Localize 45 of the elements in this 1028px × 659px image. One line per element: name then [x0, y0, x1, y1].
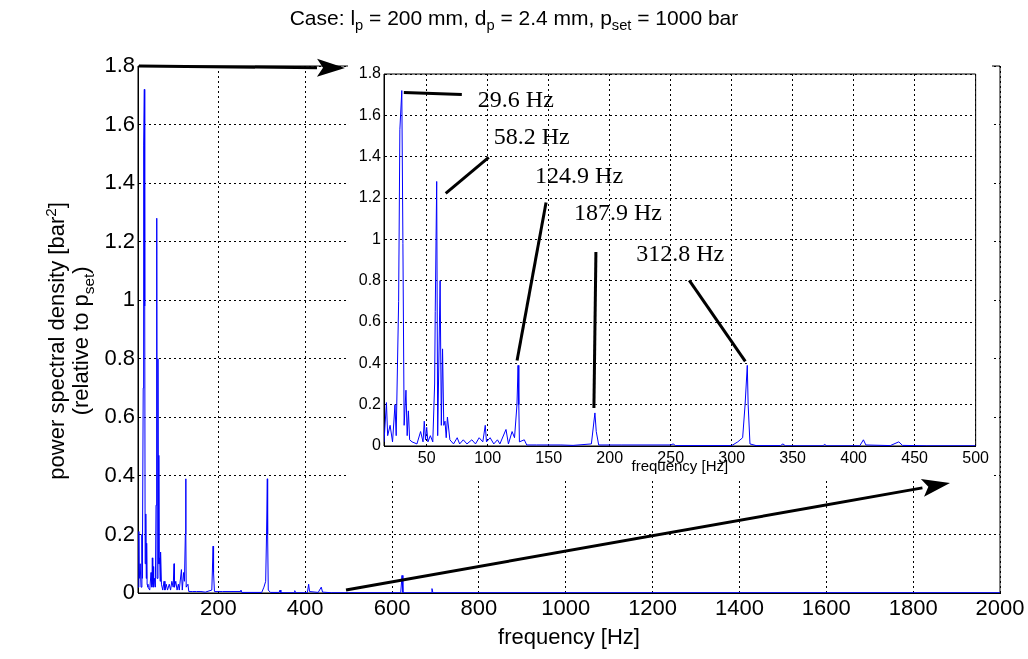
- x-tick-label: 2000: [975, 595, 1025, 621]
- x-tick-label: 500: [962, 449, 990, 467]
- x-tick-label: 1000: [541, 595, 591, 621]
- y-tick-label: 1.8: [358, 64, 382, 82]
- annotation: 58.2 Hz: [493, 122, 570, 149]
- x-tick-label: 150: [535, 449, 563, 467]
- y-tick-label: 0.4: [104, 461, 135, 487]
- y-tick-label: 1.4: [104, 169, 135, 195]
- x-tick-label: 600: [373, 595, 411, 621]
- y-tick-label: 1.4: [358, 147, 382, 165]
- annotation: 29.6 Hz: [477, 85, 554, 112]
- annotation: 312.8 Hz: [636, 239, 725, 266]
- y-tick-label: 0.2: [358, 395, 382, 413]
- x-tick-label: 1200: [628, 595, 678, 621]
- x-tick-label: 800: [460, 595, 498, 621]
- x-tick-label: 50: [417, 449, 436, 467]
- annotation: 124.9 Hz: [535, 161, 624, 188]
- x-tick-label: 100: [474, 449, 502, 467]
- y-tick-label: 1.2: [104, 227, 135, 253]
- y-tick-label: 0.2: [104, 520, 135, 546]
- x-tick-label: 450: [901, 449, 929, 467]
- x-tick-label: 200: [596, 449, 624, 467]
- x-tick-label: 1600: [801, 595, 851, 621]
- chart-title: Case: l$_{p}$ = 200 mm, d$_{p}$ = 2.4 mm, p$_{set}$ = 1000 bar: [288, 6, 740, 34]
- y-tick-label: 1.6: [358, 105, 382, 123]
- x-tick-label: 400: [286, 595, 324, 621]
- y-tick-label: 0: [122, 579, 135, 605]
- y-tick-label: 1: [122, 286, 135, 312]
- x-tick-label: 1400: [714, 595, 764, 621]
- x-tick-label: 200: [199, 595, 237, 621]
- x-tick-label: 400: [840, 449, 868, 467]
- y-tick-label: 1.6: [104, 110, 135, 136]
- y-tick-label: 0: [372, 436, 382, 454]
- y-tick-label: 1: [372, 229, 382, 247]
- y-tick-label: 1.8: [104, 52, 135, 78]
- x-tick-label: 350: [779, 449, 807, 467]
- y-tick-label: 0.6: [358, 312, 382, 330]
- y-tick-label: 0.8: [104, 344, 135, 370]
- y-tick-label: 0.6: [104, 403, 135, 429]
- x-axis-title: frequency [Hz]: [498, 623, 640, 649]
- y-tick-label: 1.2: [358, 188, 382, 206]
- x-tick-label: 1800: [888, 595, 938, 621]
- annotation: 187.9 Hz: [573, 199, 662, 226]
- y-tick-label: 0.8: [358, 271, 382, 289]
- y-tick-label: 0.4: [358, 353, 382, 371]
